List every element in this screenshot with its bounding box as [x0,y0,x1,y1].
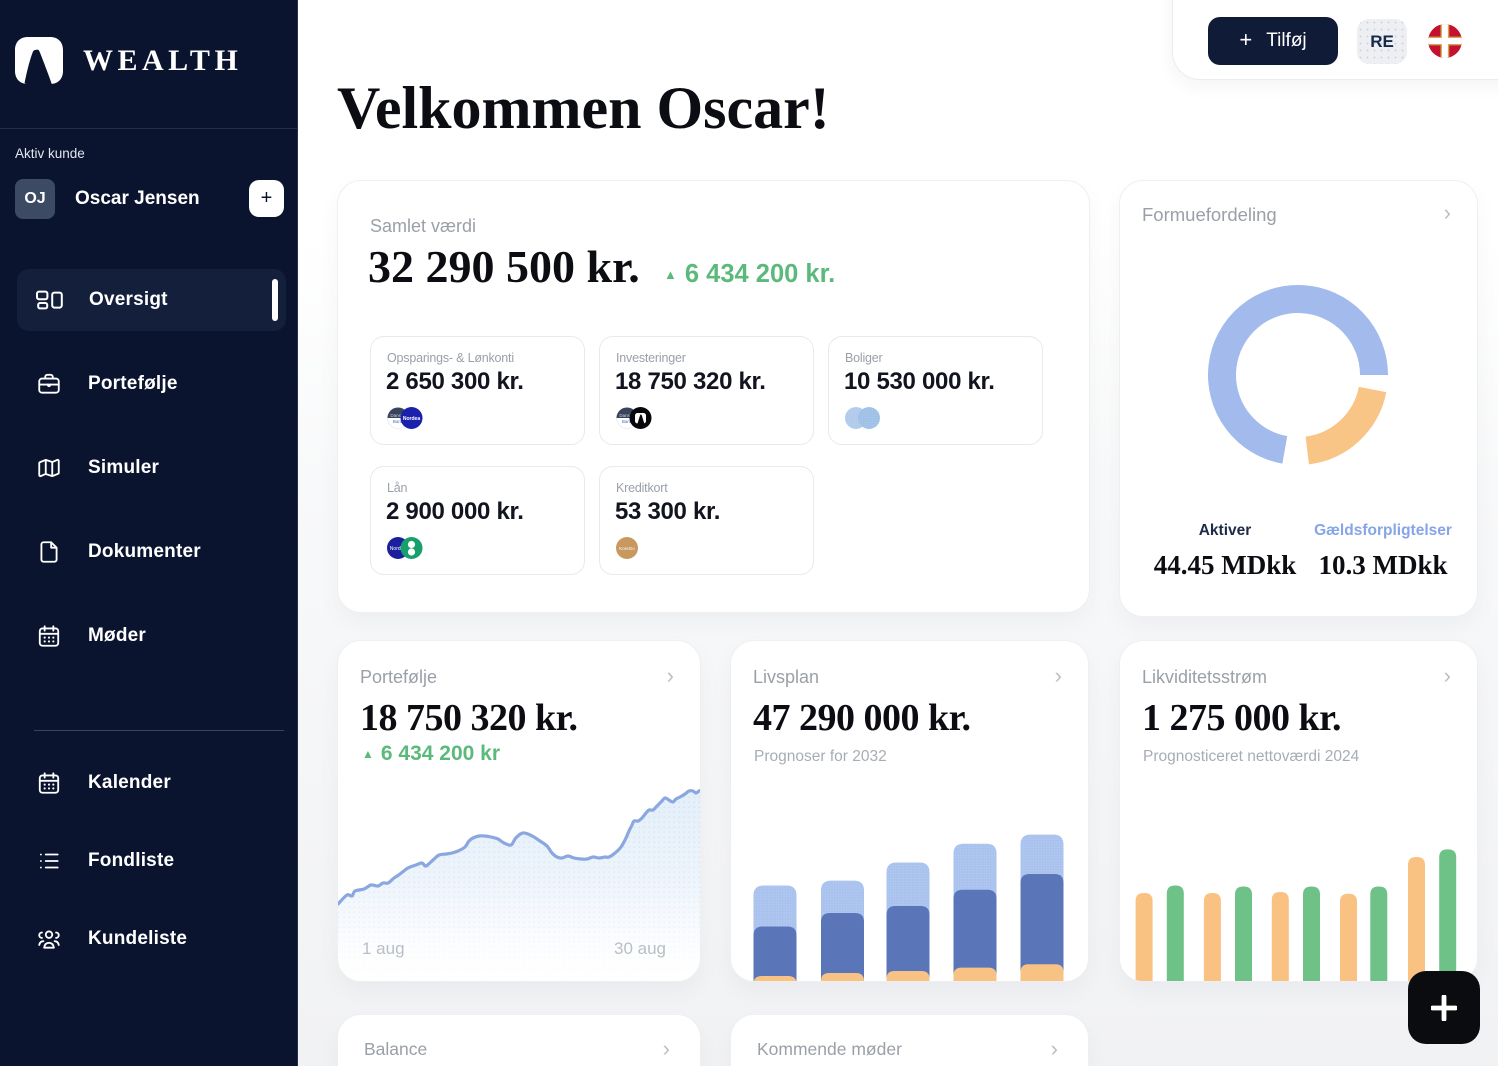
svg-text:Bank: Bank [622,419,633,424]
svg-text:Bank: Bank [393,419,404,424]
svg-text:Nordea: Nordea [403,416,420,422]
svg-text:Danske: Danske [390,413,406,418]
svg-text:Nordea: Nordea [390,546,407,552]
svg-text:Danske: Danske [619,413,635,418]
svg-text:KoreGo: KoreGo [619,546,635,551]
